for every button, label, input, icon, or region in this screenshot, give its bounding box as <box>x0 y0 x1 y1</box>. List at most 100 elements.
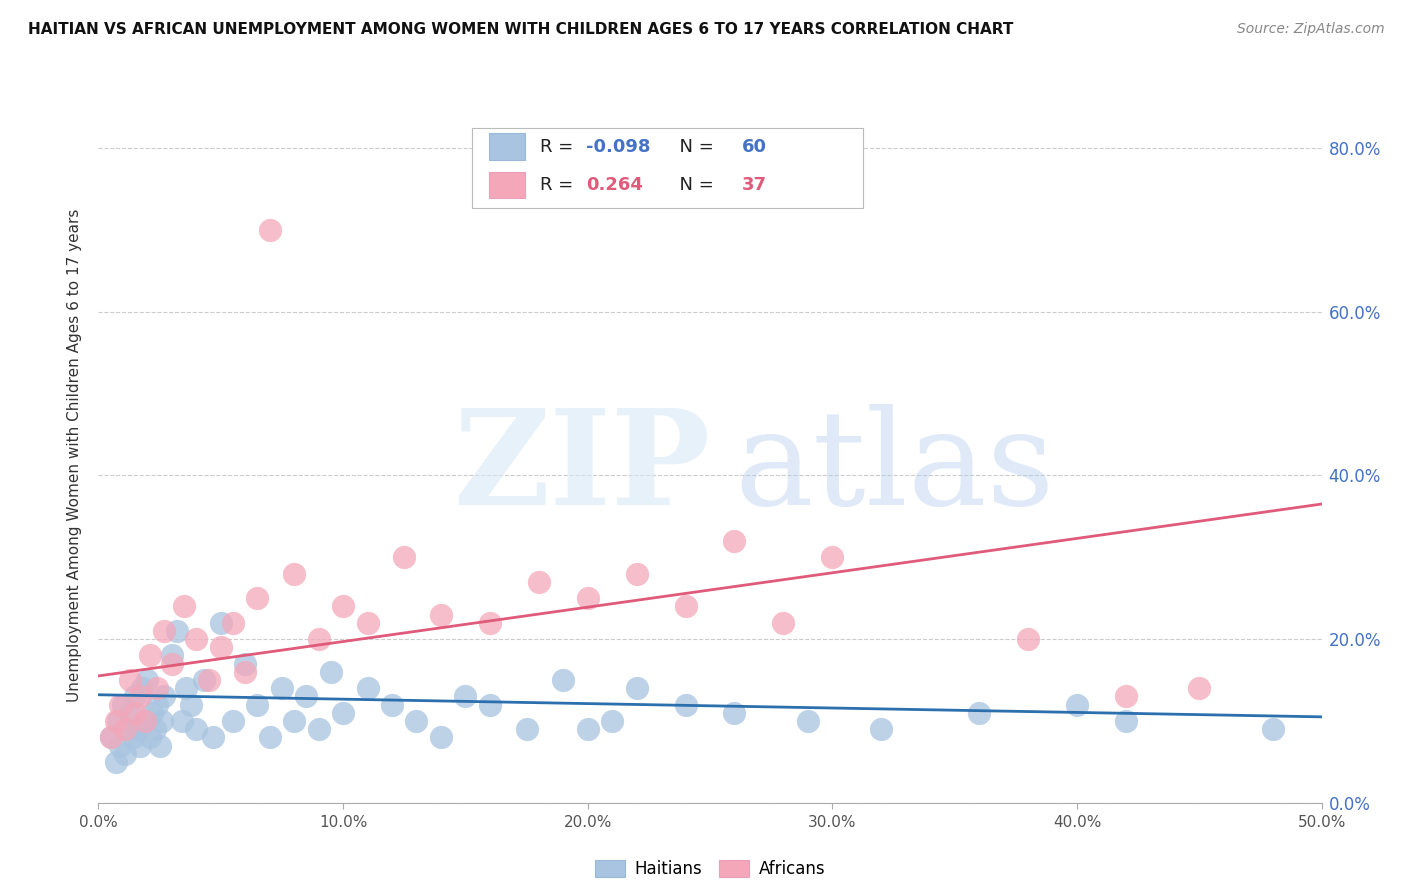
Point <box>180 698 202 712</box>
FancyBboxPatch shape <box>489 134 526 160</box>
FancyBboxPatch shape <box>471 128 863 208</box>
Point <box>120 706 142 720</box>
Point <box>222 615 245 630</box>
Point <box>723 533 745 548</box>
Point <box>143 722 166 736</box>
Point <box>600 714 623 728</box>
Point <box>202 731 225 745</box>
Point <box>626 566 648 581</box>
Text: Source: ZipAtlas.com: Source: ZipAtlas.com <box>1237 22 1385 37</box>
Point <box>129 739 152 753</box>
Point <box>723 706 745 720</box>
Point <box>246 698 269 712</box>
Y-axis label: Unemployment Among Women with Children Ages 6 to 17 years: Unemployment Among Women with Children A… <box>67 208 83 702</box>
Point <box>576 722 599 736</box>
Point <box>120 673 142 687</box>
Point <box>107 714 129 728</box>
Point <box>821 550 844 565</box>
Point <box>114 722 136 736</box>
Point <box>141 706 163 720</box>
Point <box>797 714 820 728</box>
Point <box>139 648 162 663</box>
Point <box>430 607 453 622</box>
Point <box>233 657 256 671</box>
Point <box>173 599 195 614</box>
Point <box>478 698 501 712</box>
Point <box>675 698 697 712</box>
Point <box>150 714 173 728</box>
Point <box>233 665 256 679</box>
Point <box>259 731 281 745</box>
Point <box>308 632 330 646</box>
Point <box>356 615 378 630</box>
Point <box>134 714 156 728</box>
Point <box>527 574 550 589</box>
Point <box>283 566 305 581</box>
Point <box>478 615 501 630</box>
Point <box>176 681 198 696</box>
Point <box>332 599 354 614</box>
Point <box>405 714 427 728</box>
Point <box>111 698 134 712</box>
Point <box>222 714 245 728</box>
Point <box>870 722 893 736</box>
Text: R =: R = <box>540 137 579 156</box>
Point <box>1115 690 1137 704</box>
Point <box>1261 722 1284 736</box>
Point <box>146 698 169 712</box>
Point <box>197 673 219 687</box>
Point <box>381 698 404 712</box>
Point <box>1066 698 1088 712</box>
Point <box>308 722 330 736</box>
Point <box>129 690 152 704</box>
Point <box>131 681 153 696</box>
Point <box>392 550 416 565</box>
Point <box>170 714 193 728</box>
Point <box>772 615 794 630</box>
Text: HAITIAN VS AFRICAN UNEMPLOYMENT AMONG WOMEN WITH CHILDREN AGES 6 TO 17 YEARS COR: HAITIAN VS AFRICAN UNEMPLOYMENT AMONG WO… <box>28 22 1014 37</box>
Text: atlas: atlas <box>734 404 1054 533</box>
Legend: Haitians, Africans: Haitians, Africans <box>588 854 832 885</box>
Point <box>110 698 132 712</box>
Point <box>626 681 648 696</box>
Point <box>146 681 169 696</box>
Point <box>454 690 477 704</box>
Point <box>160 648 183 663</box>
Point <box>553 673 575 687</box>
Point <box>270 681 294 696</box>
Point <box>675 599 697 614</box>
Point <box>576 591 599 606</box>
Text: N =: N = <box>668 137 720 156</box>
Point <box>110 739 132 753</box>
Text: 0.264: 0.264 <box>586 176 644 194</box>
Point <box>209 615 232 630</box>
Point <box>100 731 122 745</box>
Point <box>153 624 176 638</box>
Point <box>967 706 990 720</box>
Point <box>283 714 305 728</box>
Point <box>295 690 318 704</box>
Text: 60: 60 <box>742 137 766 156</box>
Point <box>1017 632 1039 646</box>
Point <box>332 706 354 720</box>
Text: -0.098: -0.098 <box>586 137 651 156</box>
Point <box>515 722 537 736</box>
Point <box>430 731 453 745</box>
Text: R =: R = <box>540 176 585 194</box>
Point <box>117 722 139 736</box>
Text: N =: N = <box>668 176 720 194</box>
Point <box>319 665 342 679</box>
Point <box>114 747 136 761</box>
Point <box>259 223 281 237</box>
Point <box>209 640 232 655</box>
Text: 37: 37 <box>742 176 766 194</box>
Point <box>186 632 208 646</box>
Point <box>166 624 188 638</box>
Point <box>193 673 215 687</box>
Text: ZIP: ZIP <box>453 404 710 533</box>
Point <box>127 722 149 736</box>
Point <box>136 673 159 687</box>
Point <box>100 731 122 745</box>
Point <box>356 681 378 696</box>
Point <box>149 739 172 753</box>
